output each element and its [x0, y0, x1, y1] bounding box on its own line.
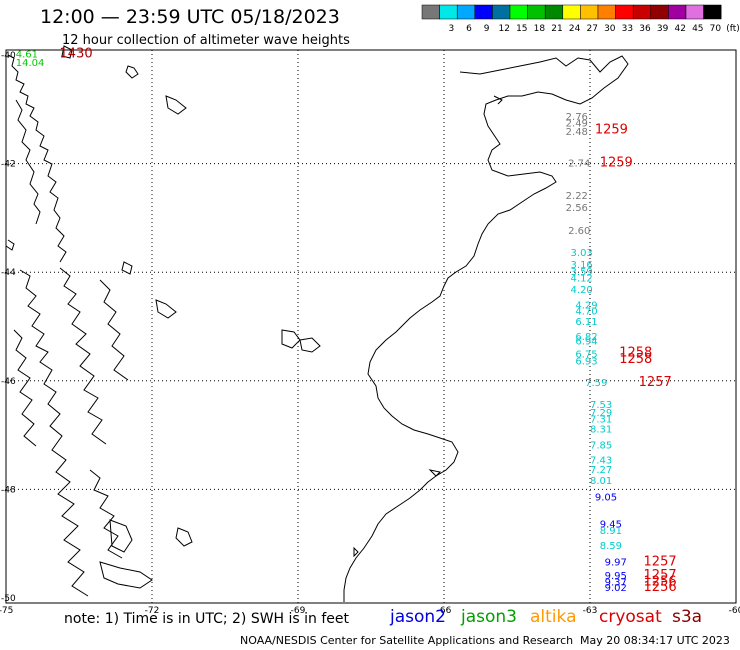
satellite-cryosat: cryosat	[599, 607, 662, 627]
pass-time-label: 1257	[639, 375, 672, 390]
pass-time-label: 1259	[595, 123, 628, 138]
legend-label: 70	[710, 24, 722, 34]
axis-tick-labels: -75 -72 -69 -66 -63 -60 -40 -42 -44 -46 -48 -50	[0, 51, 740, 616]
color-legend: 3 6 9 12 15 18 21 24 27 30 33 36 39 42 45 70 (ft)	[421, 4, 740, 34]
wave-height-value: 7.29	[590, 408, 612, 419]
lon-tick-label: -69	[291, 606, 306, 616]
wave-height-value: 7.53	[590, 400, 612, 411]
wave-height-value: 3.16	[571, 260, 593, 271]
page-subtitle: 12 hour collection of altimeter wave hei…	[62, 33, 350, 48]
wave-height-value: 9.95	[605, 571, 627, 582]
legend-label: 12	[498, 24, 509, 34]
legend-label: 33	[622, 24, 633, 34]
legend-label: 42	[674, 24, 685, 34]
legend-label: 45	[692, 24, 703, 34]
wave-height-value: 7.59	[585, 378, 607, 389]
map-frame	[5, 49, 737, 604]
satellite-jason2: jason2	[390, 607, 446, 627]
pass-time-label: 1257	[644, 554, 677, 569]
wave-height-value: 7.85	[590, 441, 612, 452]
wave-height-value: 2.56	[566, 203, 588, 214]
pass-time-label: 1256	[644, 580, 677, 595]
legend-label: 21	[551, 24, 562, 34]
wave-height-value: 4.29	[575, 301, 597, 312]
units-note: note: 1) Time is in UTC; 2) SWH is in fe…	[64, 611, 350, 627]
wave-height-value: 4.70	[575, 307, 597, 318]
wave-height-value: 6.94	[575, 336, 597, 347]
wave-height-value: 2.48	[566, 127, 588, 138]
legend-label: 6	[466, 24, 472, 34]
lat-tick-label: -46	[1, 377, 16, 387]
wave-height-value: 8.01	[590, 476, 612, 487]
wave-height-value: 2.49	[566, 119, 588, 130]
legend-label: 24	[569, 24, 581, 34]
chile-coastline	[5, 45, 193, 597]
lon-tick-label: -66	[437, 606, 452, 616]
lat-tick-label: -50	[1, 594, 16, 604]
legend-label: 15	[516, 24, 527, 34]
wave-height-value: 2.76	[566, 112, 588, 123]
wave-height-value: 6.11	[575, 317, 597, 328]
wave-height-value: 3.03	[571, 248, 593, 259]
wave-height-value: 9.97	[605, 557, 627, 568]
pass-time-label: 1257	[644, 568, 677, 583]
lon-tick-label: -75	[0, 606, 13, 616]
wave-height-value: 6.93	[575, 357, 597, 368]
lon-tick-label: -63	[583, 606, 598, 616]
wave-height-value: 4.12	[571, 273, 593, 284]
wave-height-value: 8.91	[600, 526, 622, 537]
pass-time-label: 1258	[619, 345, 652, 360]
satellite-jason3: jason3	[461, 607, 517, 627]
wave-height-value: 4.20	[571, 285, 593, 296]
page-title: 12:00 — 23:59 UTC 05/18/2023	[40, 6, 340, 28]
pass-time-label: 1259	[600, 155, 633, 170]
wave-height-value: 2.22	[566, 191, 588, 202]
legend-unit: (ft)	[726, 24, 740, 34]
wave-height-value: 9.45	[600, 519, 622, 530]
wave-height-value: 2.74	[568, 158, 590, 169]
wave-height-value: 4.61	[16, 50, 38, 61]
lat-tick-label: -42	[1, 160, 16, 170]
legend-label: 39	[657, 24, 669, 34]
legend-label: 36	[639, 24, 651, 34]
lon-tick-label: -60	[729, 606, 740, 616]
legend-label: 27	[586, 24, 597, 34]
wave-height-value: 7.31	[590, 415, 612, 426]
wave-height-value: 8.31	[590, 424, 612, 435]
pass-time-label: 1430	[60, 47, 93, 62]
credit-line: NOAA/NESDIS Center for Satellite Applica…	[240, 634, 574, 647]
wave-height-value: 9.37	[605, 578, 627, 589]
lat-tick-label: -40	[1, 51, 16, 61]
legend-label: 9	[484, 24, 490, 34]
legend-label: 30	[604, 24, 616, 34]
legend-label: 18	[534, 24, 546, 34]
legend-label: 3	[449, 24, 455, 34]
argentina-coastline	[281, 55, 629, 602]
wave-height-value: 8.59	[600, 541, 622, 552]
pass-time-label: 1256	[644, 575, 677, 590]
lon-tick-label: -72	[145, 606, 160, 616]
wave-height-value: 7.43	[590, 455, 612, 466]
legend-swatch	[703, 4, 722, 20]
wave-height-value: 6.82	[575, 332, 597, 343]
wave-height-value: 3.59	[571, 267, 593, 278]
satellite-s3a: s3a	[672, 607, 703, 627]
wave-height-value: 9.02	[605, 583, 627, 594]
graticule	[6, 50, 736, 603]
wave-height-value: 9.05	[595, 492, 617, 503]
wave-height-value: 6.75	[575, 349, 597, 360]
satellite-altika: altika	[530, 607, 577, 627]
lat-tick-label: -44	[1, 268, 16, 278]
wave-height-value: 7.27	[590, 465, 612, 476]
wave-height-value: 2.60	[568, 226, 590, 237]
pass-time-label: 1258	[619, 352, 652, 367]
generated-timestamp: May 20 08:34:17 UTC 2023	[580, 634, 730, 647]
wave-height-value: 14.04	[16, 58, 45, 69]
lat-tick-label: -48	[1, 485, 16, 495]
